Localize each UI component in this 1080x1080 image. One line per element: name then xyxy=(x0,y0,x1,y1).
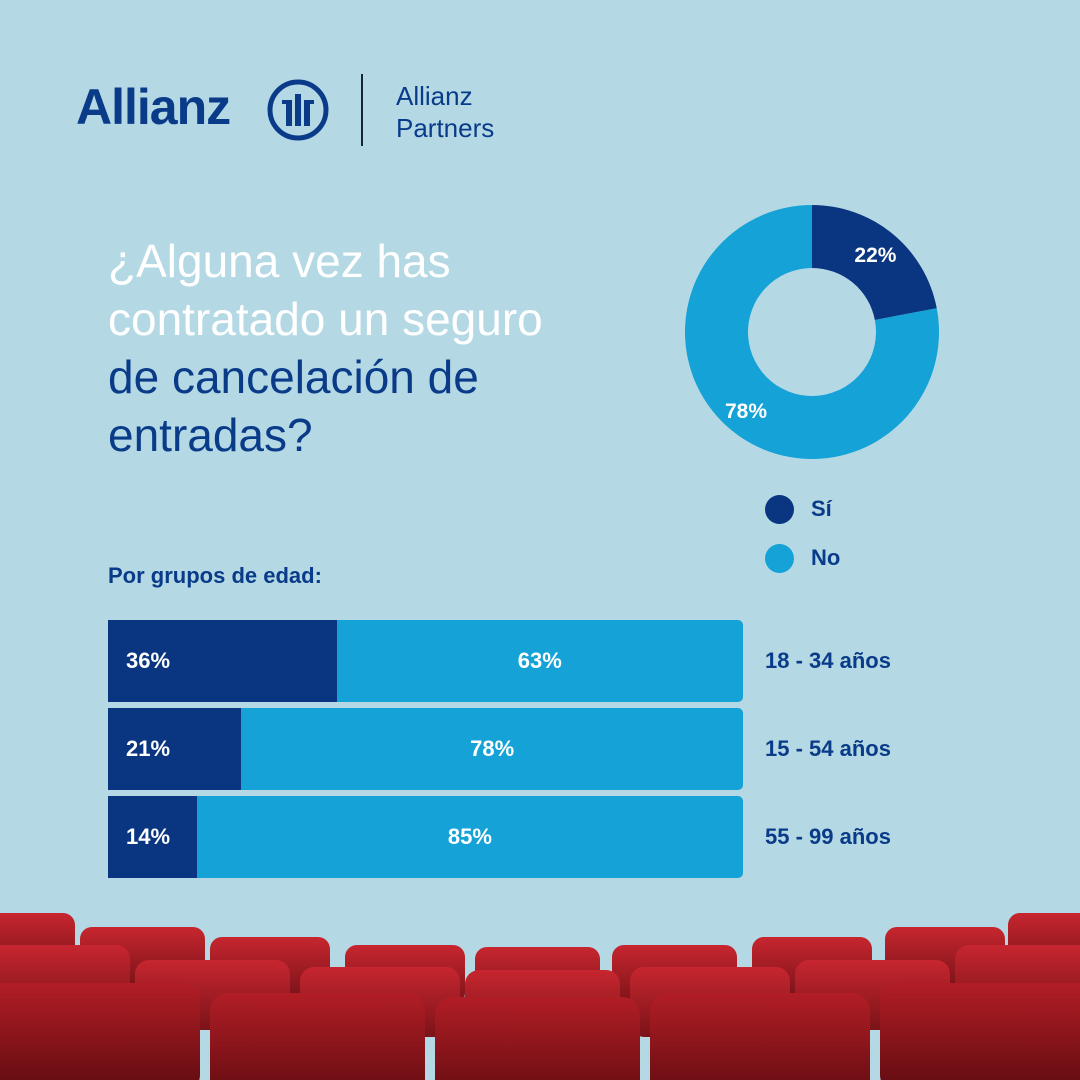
survey-question: ¿Alguna vez has contratado un seguro de … xyxy=(108,232,648,464)
bar-segment-si: 14% xyxy=(108,796,197,878)
bar-segment-si: 21% xyxy=(108,708,242,790)
bar-value-label-no: 63% xyxy=(517,648,562,673)
legend-item-si: Sí xyxy=(765,494,840,524)
bar-value-label-si: 14% xyxy=(126,824,171,849)
donut-slice-no xyxy=(685,205,939,459)
question-line-4: entradas? xyxy=(108,409,313,461)
allianz-eagle-emblem-icon xyxy=(267,79,329,141)
question-line-1: ¿Alguna vez has xyxy=(108,235,451,287)
donut-value-label-no: 78% xyxy=(725,400,767,423)
bar-segment-no: 85% xyxy=(196,796,743,878)
legend-label: No xyxy=(811,545,841,570)
legend-item-no: No xyxy=(765,543,840,573)
question-line-2: contratado un seguro xyxy=(108,293,543,345)
donut-slice-si xyxy=(812,205,937,321)
donut-value-label-si: 22% xyxy=(854,244,896,267)
stacked-bar: 14% 85% xyxy=(108,796,743,878)
chart-legend: Sí No xyxy=(765,494,840,592)
bar-segment-no: 78% xyxy=(241,708,743,790)
allianz-wordmark: Allianz xyxy=(76,79,231,135)
donut-chart: 22% 78% xyxy=(685,205,939,459)
age-group-bar-chart: 36% 63% 18 - 34 años 21% 78% 15 - 54 años 14% 8… xyxy=(108,620,891,884)
legend-swatch xyxy=(765,543,794,573)
legend-label: Sí xyxy=(811,496,832,521)
bar-value-label-si: 21% xyxy=(126,736,171,761)
bar-segment-no: 63% xyxy=(336,620,743,702)
bar-row: 36% 63% 18 - 34 años xyxy=(108,620,891,702)
age-group-label: 55 - 99 años xyxy=(765,824,891,849)
bar-segment-si: 36% xyxy=(108,620,337,702)
partners-line-1: Allianz xyxy=(396,81,473,111)
bar-value-label-no: 78% xyxy=(470,736,515,761)
logo-divider xyxy=(361,74,363,146)
cinema-seats-illustration xyxy=(0,913,1080,1080)
stacked-bar: 36% 63% xyxy=(108,620,743,702)
age-group-label: 18 - 34 años xyxy=(765,648,891,673)
bar-value-label-no: 85% xyxy=(447,824,492,849)
bar-row: 14% 85% 55 - 99 años xyxy=(108,796,891,878)
age-group-label: 15 - 54 años xyxy=(765,736,891,761)
bar-value-label-si: 36% xyxy=(126,648,171,673)
stacked-bar: 21% 78% xyxy=(108,708,743,790)
age-groups-title: Por grupos de edad: xyxy=(108,563,322,588)
bar-row: 21% 78% 15 - 54 años xyxy=(108,708,891,790)
partners-line-2: Partners xyxy=(396,113,495,143)
allianz-partners-label: Allianz Partners xyxy=(396,80,494,144)
question-line-3: de cancelación de xyxy=(108,351,479,403)
legend-swatch xyxy=(765,494,794,524)
